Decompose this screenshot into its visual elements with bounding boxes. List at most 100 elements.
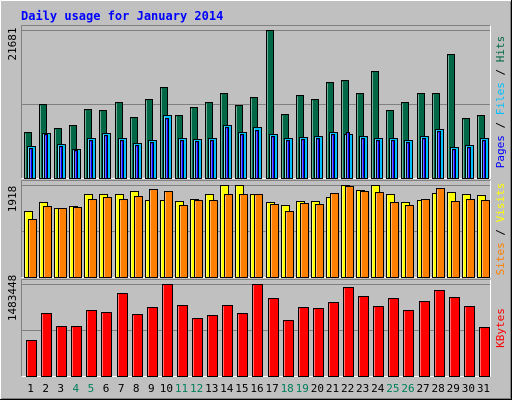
bar-kbytes-day-26 [403,310,414,377]
bar-kbytes-day-1 [26,340,37,377]
x-tick-label: 19 [296,382,309,395]
bar-sites-day-31 [481,200,490,278]
bar-kbytes-day-31 [479,327,490,377]
bar-sites-day-29 [451,201,460,278]
bar-sites-day-18 [285,211,294,278]
bar-kbytes-day-8 [132,314,143,377]
x-tick-label: 14 [220,382,234,395]
x-tick-label: 29 [447,382,460,395]
bar-kbytes-day-24 [373,306,384,377]
panel-kbytes: 1483448 KBytes [6,275,507,377]
bar-kbytes-day-3 [56,326,67,377]
bar-sites-day-3 [58,208,67,278]
bar-kbytes-day-4 [71,326,82,377]
x-tick-label: 13 [205,382,218,395]
bar-sites-day-12 [194,200,203,278]
x-tick-label: 6 [103,382,110,395]
x-tick-label: 7 [118,382,125,395]
bar-sites-day-17 [270,204,279,278]
bar-kbytes-day-28 [434,290,445,377]
bar-kbytes-day-11 [177,305,188,377]
bar-kbytes-day-16 [252,284,263,377]
chart-panels: 21681 Pages / Files / Hits 1918 Sites / Vis… [6,25,507,377]
legend-axis-label: KBytes [494,308,507,348]
bar-kbytes-day-20 [313,308,324,377]
x-tick-label: 24 [371,382,385,395]
bar-sites-day-1 [28,219,37,278]
x-tick-label: 1 [27,382,34,395]
bar-sites-day-27 [421,199,430,278]
max-value-label: 1483448 [6,275,19,321]
max-value-label: 1918 [6,186,19,213]
legend-separator: / [494,115,507,135]
x-tick-label: 25 [386,382,399,395]
bar-sites-day-24 [375,192,384,278]
bar-kbytes-day-6 [101,312,112,377]
x-tick-label: 10 [160,382,173,395]
bar-sites-day-15 [239,194,248,278]
x-tick-label: 27 [416,382,429,395]
x-tick-label: 17 [265,382,278,395]
bar-sites-day-28 [436,188,445,278]
legend-separator: / [494,62,507,82]
bar-sites-day-2 [43,206,52,278]
x-tick-label: 5 [88,382,95,395]
x-tick-label: 31 [477,382,490,395]
bar-sites-day-11 [179,205,188,278]
x-tick-label: 30 [462,382,475,395]
x-tick-label: 26 [401,382,414,395]
bar-kbytes-day-17 [268,298,279,377]
legend-separator: / [494,222,507,242]
bar-kbytes-day-25 [388,298,399,377]
panel-visits: 1918 Sites / Visits [6,180,507,278]
bar-kbytes-day-9 [147,307,158,377]
bar-kbytes-day-5 [86,310,97,377]
chart-title: Daily usage for January 2014 [21,9,223,23]
legend-sites: Sites [494,242,507,275]
bar-sites-day-21 [330,193,339,278]
bar-sites-day-9 [149,189,158,278]
legend-axis-label: Pages / Files / Hits [494,36,507,169]
bar-kbytes-day-10 [162,284,173,377]
x-tick-label: 15 [235,382,248,395]
series-sites [28,186,490,278]
legend-files: Files [494,82,507,115]
bar-kbytes-day-13 [207,315,218,377]
bar-kbytes-day-30 [464,306,475,377]
max-value-label: 21681 [6,27,19,60]
x-tick-label: 12 [190,382,203,395]
x-tick-label: 21 [326,382,339,395]
x-tick-label: 4 [73,382,80,395]
bar-sites-day-22 [345,186,354,278]
bar-sites-day-10 [164,191,173,278]
legend-hits: Hits [494,36,507,63]
bar-sites-day-4 [73,207,82,278]
bar-sites-day-16 [254,194,263,278]
x-tick-label: 16 [250,382,263,395]
bar-sites-day-13 [209,200,218,278]
bar-kbytes-day-29 [449,297,460,377]
bar-sites-day-25 [390,202,399,278]
bar-kbytes-day-22 [343,287,354,377]
bar-sites-day-30 [466,199,475,278]
bar-kbytes-day-12 [192,318,203,377]
x-tick-label: 2 [42,382,49,395]
bar-sites-day-8 [134,196,143,278]
legend-pages: Pages [494,135,507,168]
bar-sites-day-26 [405,205,414,278]
panel-hits: 21681 Pages / Files / Hits [6,25,507,179]
bar-kbytes-day-7 [117,293,128,377]
bar-sites-day-6 [103,197,112,278]
legend-kbytes: KBytes [494,308,507,348]
bar-kbytes-day-27 [419,301,430,377]
series-pages [29,118,486,179]
bar-kbytes-day-21 [328,302,339,377]
bar-kbytes-day-14 [222,305,233,377]
x-tick-label: 8 [133,382,140,395]
bar-sites-day-14 [224,194,233,278]
x-tick-label: 28 [432,382,445,395]
bar-sites-day-23 [360,191,369,278]
legend-axis-label: Sites / Visits [494,183,507,276]
